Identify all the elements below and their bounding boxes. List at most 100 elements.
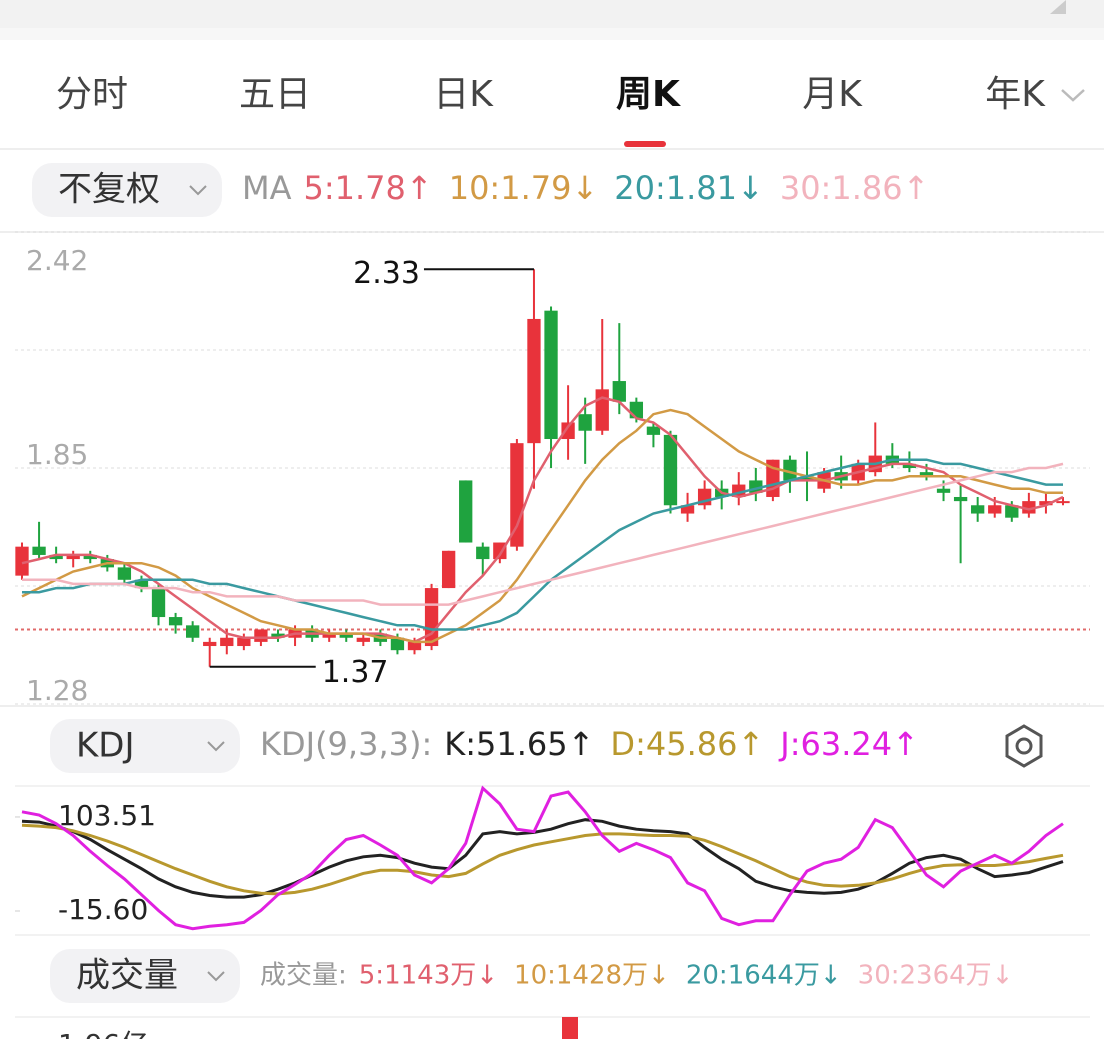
candle-body [66,554,80,560]
ma-line [21,408,1063,644]
tab-chevron[interactable] [1061,89,1085,102]
tab[interactable]: 五日 [239,74,311,115]
volume-top-label: 1.96亿 [58,1028,148,1039]
candle-body [390,637,405,651]
indicator-value: 20:1.81↓ [614,169,764,207]
selector-pill[interactable] [32,163,222,217]
tab[interactable]: 年K [985,74,1046,115]
candle-body [254,629,268,642]
selector-label[interactable]: KDJ [76,726,135,766]
candle-body [220,637,234,647]
candle-body [322,633,336,638]
tab-bar: 分时 五日 日K 周K 月K 年K [56,74,1046,115]
candle-body [595,389,609,431]
kdj-line [21,818,1064,899]
candle-body [476,546,490,560]
indicator-value: K:51.65↑ [444,725,594,763]
candle-body [988,505,1002,514]
selector-label[interactable]: 不复权 [58,170,160,210]
candle-body [424,588,439,647]
indicator-value: 30:2364万↓ [858,961,1014,991]
y-tick-label: 1.85 [26,438,88,471]
indicator-value: 20:1644万↓ [686,961,842,991]
tab[interactable]: 分时 [56,74,128,115]
candle-body [680,505,695,514]
selector-label[interactable]: 成交量 [76,956,178,996]
candle-body [117,567,132,580]
kdj-bar: KDJ KDJ(9,3,3): K:51.65↑ D:45.86↑ J:63.24↑ [50,719,919,773]
candle-body [919,472,934,477]
candle-body [971,505,985,514]
indicator-value: 10:1428万↓ [514,961,670,991]
candle-body [186,625,200,638]
candle-body [441,550,456,589]
indicator-value: 10:1.79↓ [449,169,599,207]
settings-icon[interactable] [1005,724,1043,768]
candle-body [32,546,46,555]
indicator-value: 5:1.78↑ [304,169,433,207]
candle-body [1039,501,1053,506]
selector-chevron [207,971,225,982]
candle-body [629,401,644,419]
candle-body [134,579,149,589]
candle-body [356,637,370,642]
selector-pill[interactable] [50,719,240,773]
candle-body [49,554,63,560]
candle-body [407,641,422,651]
indicator-label: MA [242,169,292,207]
tab-underline [624,141,666,147]
candle-body [168,617,183,626]
candle-body [339,633,353,638]
candle-body [800,476,814,481]
candle-body [83,554,97,560]
indicator-label: KDJ(9,3,3): [260,725,432,763]
ma-line [22,458,1063,631]
y-tick-label: 103.51 [58,799,156,832]
volume-bar-partial [562,1017,578,1039]
ma-bar: 不复权 MA 5:1.78↑ 10:1.79↓ 20:1.81↓ 30:1.86↑ [32,163,929,217]
tab[interactable]: 月K [802,74,863,115]
candle-body [151,588,166,618]
candle-body [527,318,541,444]
top-strip [0,0,1104,28]
candle-body [1005,505,1019,518]
ma-line [21,396,1064,644]
candle-body [237,637,251,647]
candle-body [646,426,661,435]
kdj-line [21,785,1064,931]
max-label: 2.33 [353,256,420,291]
candle-body [902,463,917,468]
candle-body [663,434,678,506]
kdj-line [21,823,1064,896]
y-tick-label: -15.60 [58,893,148,926]
candle-body [953,496,968,502]
candle-body [936,488,951,493]
indicator-value: 5:1143万↓ [359,961,498,991]
indicator-value: 30:1.86↑ [780,169,930,207]
candle-body [15,546,29,576]
candle-body [783,459,797,481]
selector-pill[interactable] [50,949,240,1003]
tab[interactable]: 日K [433,74,494,115]
indicator-label: 成交量: [260,961,347,991]
candle-body [1056,501,1070,504]
selector-chevron [189,185,207,196]
candle-body [493,542,507,560]
indicator-value: J:63.24↑ [778,725,919,763]
candle-body [561,422,575,440]
ma-line [22,462,1064,606]
tab[interactable]: 周K [616,74,681,115]
candle-body [459,480,473,543]
volume-bar: 成交量 成交量: 5:1143万↓ 10:1428万↓ 20:1644万↓ 30:2364… [50,949,1013,1003]
indicator-value: D:45.86↑ [610,725,764,763]
min-label: 1.37 [322,655,389,690]
corner-icon [1050,0,1066,14]
top-gap [0,28,1104,40]
candle-body [271,633,285,638]
candle-body [510,443,524,547]
kdj-chart: 103.51 -15.60 [15,785,1064,931]
candle-body [203,641,217,647]
y-tick-label: 2.42 [26,244,88,277]
y-tick-label: 1.28 [26,674,88,707]
